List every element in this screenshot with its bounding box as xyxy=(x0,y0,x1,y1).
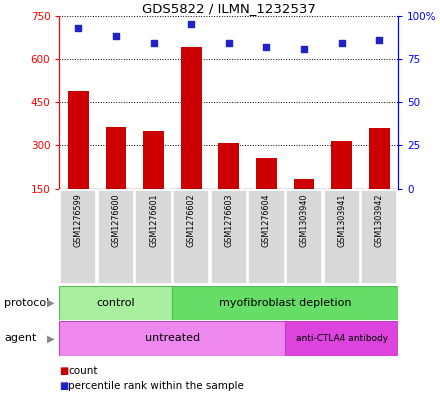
Bar xyxy=(369,128,390,189)
Bar xyxy=(98,189,134,284)
Title: GDS5822 / ILMN_1232537: GDS5822 / ILMN_1232537 xyxy=(142,2,316,15)
Bar xyxy=(218,143,239,189)
Bar xyxy=(181,48,202,189)
Bar xyxy=(172,286,398,320)
Bar xyxy=(173,189,209,284)
Text: GSM1276602: GSM1276602 xyxy=(187,193,196,247)
Text: GSM1303941: GSM1303941 xyxy=(337,193,346,247)
Text: GSM1303942: GSM1303942 xyxy=(375,193,384,247)
Text: myofibroblast depletion: myofibroblast depletion xyxy=(219,298,352,308)
Bar xyxy=(256,158,277,189)
Bar xyxy=(285,321,398,356)
Bar xyxy=(68,91,88,189)
Point xyxy=(301,46,308,52)
Text: control: control xyxy=(96,298,135,308)
Bar xyxy=(143,131,164,189)
Text: ▶: ▶ xyxy=(47,298,55,308)
Text: anti-CTLA4 antibody: anti-CTLA4 antibody xyxy=(296,334,388,343)
Point xyxy=(75,25,82,31)
Point xyxy=(225,40,232,46)
Point xyxy=(187,21,194,28)
Bar xyxy=(286,189,322,284)
Text: GSM1276600: GSM1276600 xyxy=(111,193,121,247)
Text: ■: ■ xyxy=(59,366,69,376)
Text: GSM1276603: GSM1276603 xyxy=(224,193,233,247)
Point xyxy=(150,40,157,46)
Bar xyxy=(294,178,315,189)
Point xyxy=(338,40,345,46)
Bar xyxy=(331,141,352,189)
Text: agent: agent xyxy=(4,333,37,343)
Bar xyxy=(211,189,247,284)
Bar xyxy=(59,321,285,356)
Bar xyxy=(361,189,397,284)
Text: untreated: untreated xyxy=(145,333,200,343)
Text: GSM1276599: GSM1276599 xyxy=(74,193,83,247)
Bar xyxy=(60,189,96,284)
Bar xyxy=(106,127,126,189)
Text: ■: ■ xyxy=(59,381,69,391)
Text: GSM1276604: GSM1276604 xyxy=(262,193,271,247)
Text: protocol: protocol xyxy=(4,298,50,308)
Bar xyxy=(136,189,172,284)
Point xyxy=(263,44,270,50)
Bar xyxy=(248,189,285,284)
Text: GSM1303940: GSM1303940 xyxy=(300,193,308,247)
Text: GSM1276601: GSM1276601 xyxy=(149,193,158,247)
Bar xyxy=(324,189,360,284)
Text: percentile rank within the sample: percentile rank within the sample xyxy=(68,381,244,391)
Bar xyxy=(59,286,172,320)
Text: ▶: ▶ xyxy=(47,333,55,343)
Text: count: count xyxy=(68,366,98,376)
Point xyxy=(112,33,119,40)
Point xyxy=(376,37,383,43)
